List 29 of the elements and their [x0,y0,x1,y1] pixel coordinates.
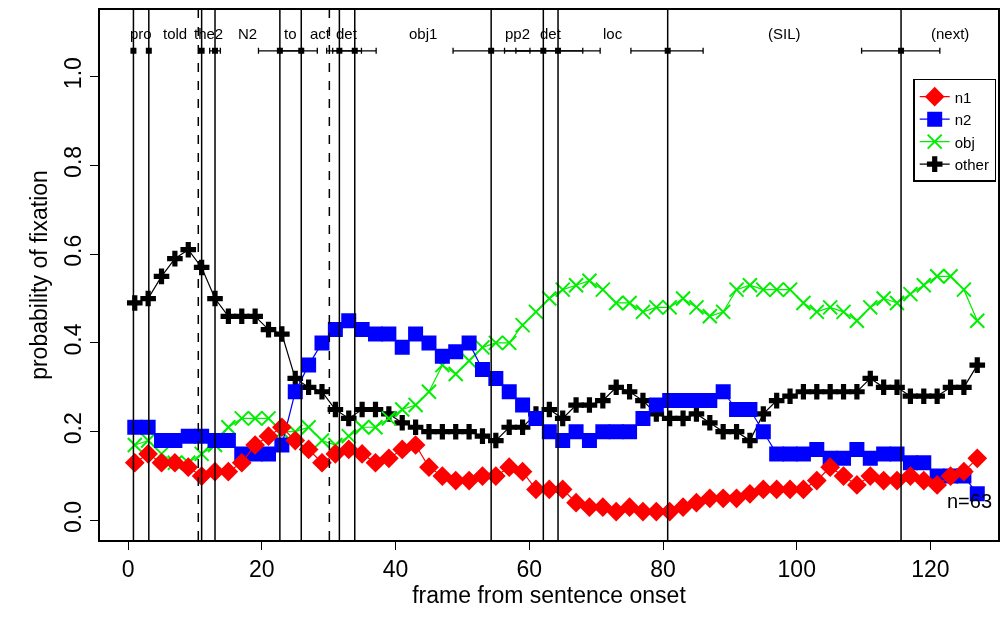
y-tick-label: 0.4 [60,323,87,356]
legend-label: obj [954,133,975,151]
annotation: (next) [931,25,970,42]
legend-label: n1 [954,88,972,106]
y-tick-label: 1.0 [60,57,87,90]
y-tick-label: 0.6 [60,234,87,267]
y-axis-title: probability of fixation [26,170,52,380]
annotation: N2 [238,25,258,42]
annotation: (SIL) [768,25,801,42]
x-tick-label: 20 [249,556,275,583]
annotation: to [284,25,297,42]
annotation: n=63 [947,490,993,512]
x-tick-label: 100 [777,556,816,583]
y-tick-label: 0.8 [60,145,87,178]
x-tick-label: 40 [382,556,409,583]
x-axis-title: frame from sentence onset [412,582,687,609]
y-tick-label: 0.2 [60,412,87,445]
x-tick-label: 60 [516,556,543,583]
annotation: told [163,25,188,42]
annotation: obj1 [409,25,438,42]
legend-label: n2 [954,111,972,128]
annotation: pp2 [505,25,531,42]
annotation: loc [603,25,623,42]
x-tick-label: 80 [650,556,676,583]
x-tick-label: 0 [121,556,135,583]
legend-label: other [954,156,989,173]
y-tick-label: 0.0 [60,501,87,534]
x-tick-label: 120 [911,556,950,583]
annotation: act [310,25,331,42]
